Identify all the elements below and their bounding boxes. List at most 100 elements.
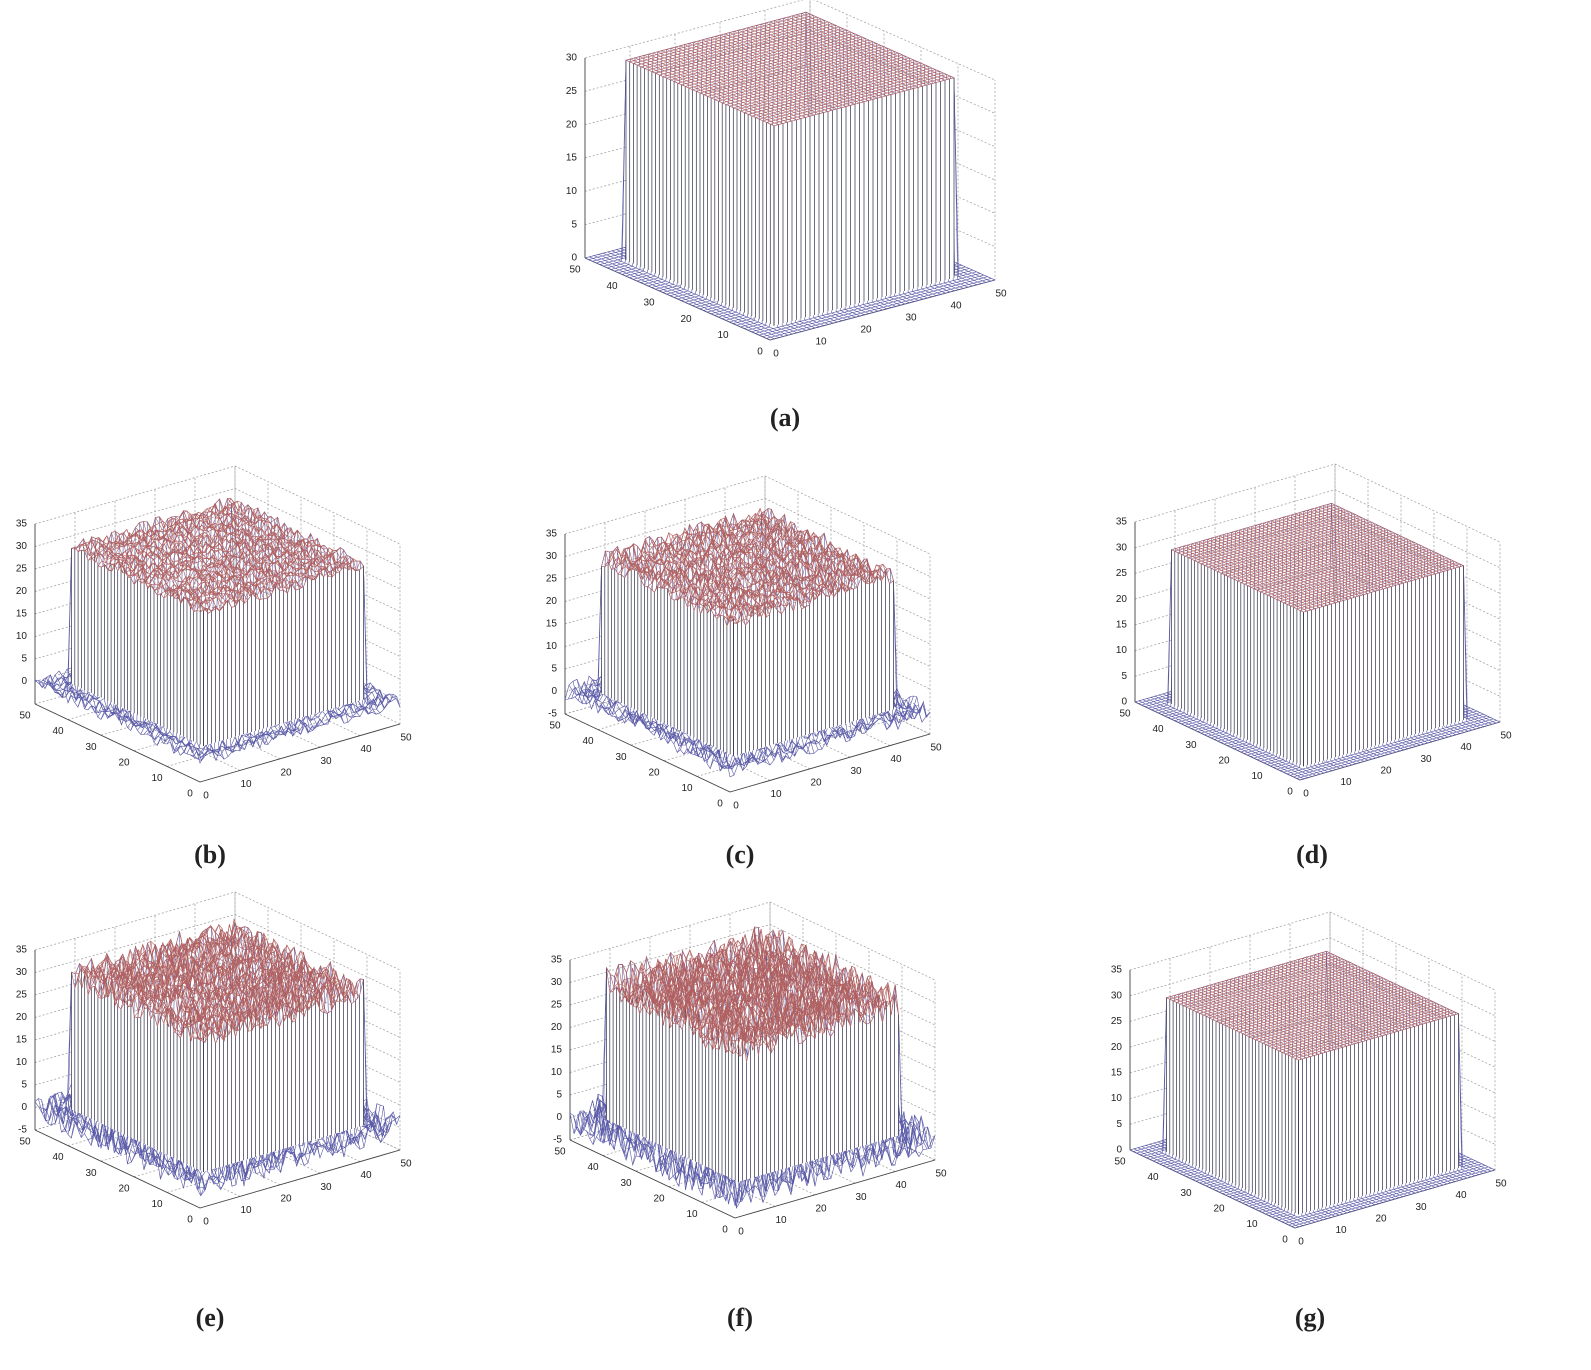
z-tick-label: 25	[1116, 568, 1128, 579]
plateau-mesh	[115, 531, 248, 604]
base-mesh	[1150, 697, 1317, 776]
plateau-mesh	[749, 513, 882, 582]
plateau-mesh	[625, 59, 775, 127]
plateau-mesh	[745, 513, 878, 584]
plateau-mesh	[1243, 528, 1376, 592]
plateau-mesh	[666, 49, 815, 116]
plateau-mesh	[610, 972, 743, 1054]
plateau-mesh	[653, 541, 786, 609]
caption: (f)	[727, 1303, 753, 1332]
plateau-mesh	[1290, 961, 1423, 1025]
y-tick-label: 30	[85, 742, 97, 753]
plateau-mesh	[1275, 519, 1408, 583]
z-tick-label: 15	[16, 609, 28, 620]
z-tick-label: 30	[566, 53, 578, 64]
plateau-mesh	[725, 515, 858, 588]
plateau-mesh	[1182, 992, 1315, 1056]
plateau-mesh	[1270, 967, 1403, 1031]
plateau-mesh	[123, 528, 256, 594]
x-tick-label: 50	[1495, 1179, 1507, 1190]
plateau-mesh	[1206, 985, 1339, 1049]
z-tick-label: -5	[553, 1135, 562, 1146]
plateau-mesh	[195, 935, 328, 1014]
plateau-mesh	[103, 534, 236, 607]
y-tick-label: 20	[118, 1183, 130, 1194]
z-tick-label: 35	[1116, 517, 1128, 528]
base-mesh	[38, 1098, 205, 1196]
y-tick-label: 20	[648, 767, 660, 778]
z-tick-label: 30	[16, 541, 28, 552]
plateau-mesh	[1294, 960, 1427, 1024]
y-tick-label: 40	[52, 1152, 64, 1163]
plateau-mesh	[231, 922, 364, 998]
base-mesh	[1137, 1147, 1304, 1226]
plateau-mesh	[1310, 955, 1443, 1019]
y-tick-label: 50	[19, 711, 31, 722]
y-tick-label: 30	[620, 1178, 632, 1189]
plateau-mesh	[652, 52, 802, 119]
y-tick-label: 40	[587, 1162, 599, 1173]
x-tick-label: 20	[280, 767, 292, 778]
plateau-mesh	[211, 926, 344, 1002]
x-tick-label: 10	[1340, 777, 1352, 788]
y-tick-label: 50	[569, 265, 581, 276]
plateau-mesh	[717, 518, 850, 590]
y-tick-label: 0	[187, 1215, 193, 1226]
base-mesh	[589, 256, 775, 340]
plateau-mesh	[155, 517, 288, 594]
plateau-mesh	[720, 34, 869, 101]
x-axis	[199, 1149, 401, 1209]
x-tick-label: 40	[950, 301, 962, 312]
plateau-mesh	[724, 33, 874, 100]
plateau-mesh	[657, 51, 806, 118]
y-tick-label: 50	[1114, 1157, 1126, 1168]
z-tick-label: 0	[571, 253, 577, 264]
plateau-mesh	[163, 940, 296, 1023]
y-tick-label: 30	[615, 752, 627, 763]
y-tick-label: 10	[686, 1209, 698, 1220]
x-tick-label: 10	[770, 789, 782, 800]
x-axis	[729, 733, 931, 793]
plateau-mesh	[1291, 514, 1424, 578]
plateau-mesh	[1303, 511, 1436, 575]
plateau-mesh	[1171, 549, 1304, 613]
z-tick-label: 35	[1111, 965, 1123, 976]
plateau-mesh	[1299, 512, 1432, 576]
x-tick-label: 10	[815, 337, 827, 348]
z-tick-label: 20	[546, 596, 558, 607]
plateau-mesh	[1255, 525, 1388, 589]
base-mesh	[1141, 1146, 1308, 1225]
plateau-mesh	[709, 522, 842, 594]
z-tick-label: 5	[571, 219, 577, 230]
plateau-mesh	[1263, 522, 1396, 586]
plateau-mesh	[648, 53, 797, 121]
x-tick-label: 0	[773, 349, 779, 360]
plateau-mesh	[211, 503, 344, 571]
caption: (d)	[1296, 840, 1328, 869]
z-tick-label: 25	[551, 1000, 563, 1011]
x-tick-label: 50	[1500, 731, 1512, 742]
plateau-mesh	[783, 17, 932, 85]
x-tick-label: 40	[360, 744, 372, 755]
plateau-mesh	[805, 11, 955, 79]
plateau-mesh	[760, 23, 910, 91]
base-mesh	[1133, 1148, 1300, 1228]
x-tick-label: 0	[738, 1227, 744, 1238]
plateau-mesh	[1307, 510, 1440, 573]
z-tick-label: 5	[1121, 671, 1127, 682]
base-mesh	[1146, 698, 1313, 777]
plateau-mesh	[796, 14, 946, 81]
base-mesh	[1138, 700, 1305, 780]
plateau-mesh	[71, 966, 204, 1039]
plateau-mesh	[1286, 962, 1419, 1026]
plateau-mesh	[187, 513, 320, 581]
plateau-mesh	[634, 57, 784, 124]
plateau-mesh	[99, 539, 232, 608]
plateau-mesh	[1239, 529, 1372, 593]
plateau-mesh	[1266, 968, 1399, 1032]
plateau-mesh	[1186, 991, 1319, 1055]
plateau-mesh	[662, 958, 795, 1037]
plateau-mesh	[1283, 516, 1416, 580]
y-tick-label: 0	[722, 1225, 728, 1236]
z-tick-label: 15	[551, 1045, 563, 1056]
